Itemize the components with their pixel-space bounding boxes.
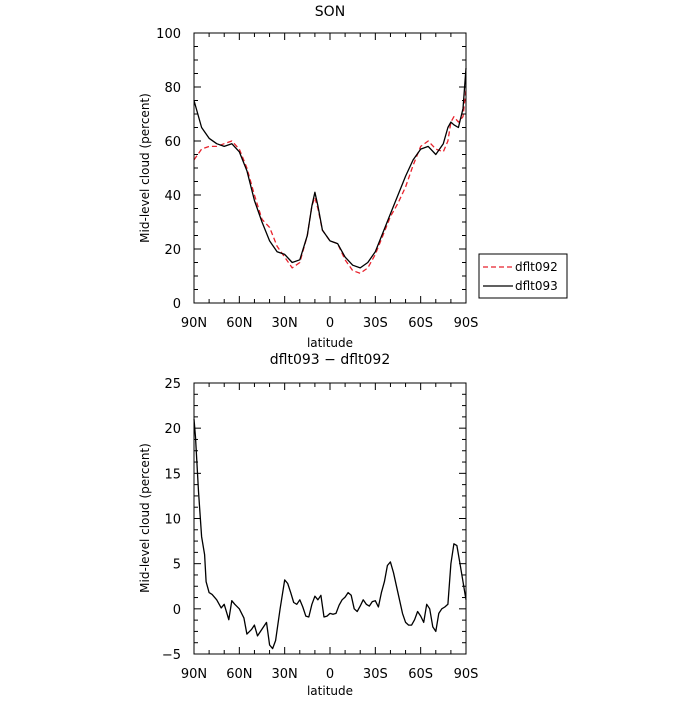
bottom-y-tick-label: 15 xyxy=(164,467,181,482)
top-x-tick-label: 30S xyxy=(363,316,388,331)
bottom-x-tick-label: 90S xyxy=(454,667,479,682)
top-y-tick-label: 0 xyxy=(173,297,181,312)
bottom-y-tick-label: 10 xyxy=(164,513,181,528)
top-y-tick-label: 60 xyxy=(164,135,181,150)
top-x-tick-label: 60S xyxy=(408,316,433,331)
top-chart-title: SON xyxy=(315,4,345,20)
bottom-x-tick-label: 30N xyxy=(272,667,298,682)
bottom-chart-plot-area xyxy=(193,382,467,655)
legend: dflt092 dflt093 xyxy=(478,253,568,299)
legend-label-dflt093: dflt093 xyxy=(515,279,558,293)
top-chart-lines xyxy=(193,68,467,274)
legend-label-dflt092: dflt092 xyxy=(515,260,558,274)
top-y-tick-label: 20 xyxy=(164,243,181,258)
bottom-chart-panel: dflt093 − dflt092 Mid-level cloud (perce… xyxy=(138,352,478,698)
bottom-x-tick-label: 30S xyxy=(363,667,388,682)
bottom-x-tick-label: 60N xyxy=(226,667,252,682)
bottom-y-tick-label: −5 xyxy=(162,648,181,663)
bottom-y-tick-label: 25 xyxy=(164,377,181,392)
top-series-line-dflt092 xyxy=(193,89,467,274)
bottom-y-tick-label: 5 xyxy=(173,558,181,573)
top-chart-panel: SON Mid-level cloud (percent) latitude 9… xyxy=(138,4,568,350)
bottom-chart-y-axis-label: Mid-level cloud (percent) xyxy=(138,443,152,593)
bottom-y-tick-label: 20 xyxy=(164,422,181,437)
bottom-x-tick-label: 60S xyxy=(408,667,433,682)
top-x-tick-label: 30N xyxy=(272,316,298,331)
top-y-tick-label: 80 xyxy=(164,81,181,96)
top-y-tick-label: 40 xyxy=(164,189,181,204)
bottom-x-tick-label: 90N xyxy=(181,667,207,682)
top-chart-ticks: 90N 60N 30N 0 30S 60S 90S 0 20 40 60 80 100 xyxy=(156,27,478,331)
legend-box xyxy=(478,253,568,299)
bottom-chart-lines xyxy=(193,419,467,650)
bottom-x-tick-label: 0 xyxy=(326,667,334,682)
bottom-chart-x-axis-label: latitude xyxy=(307,684,353,698)
top-y-tick-label: 100 xyxy=(156,27,181,42)
top-chart-x-axis-label: latitude xyxy=(307,336,353,350)
top-x-tick-label: 60N xyxy=(226,316,252,331)
top-x-tick-label: 90S xyxy=(454,316,479,331)
bottom-y-tick-label: 0 xyxy=(173,603,181,618)
top-x-tick-label: 90N xyxy=(181,316,207,331)
bottom-chart-title: dflt093 − dflt092 xyxy=(270,352,390,368)
bottom-series-line xyxy=(193,419,467,650)
top-chart-y-axis-label: Mid-level cloud (percent) xyxy=(138,93,152,243)
top-chart-plot-area xyxy=(193,32,467,304)
top-series-line-dflt093 xyxy=(193,68,467,269)
bottom-chart-ticks: 90N 60N 30N 0 30S 60S 90S −5 0 5 10 15 20 25 xyxy=(162,377,479,682)
top-x-tick-label: 0 xyxy=(326,316,334,331)
